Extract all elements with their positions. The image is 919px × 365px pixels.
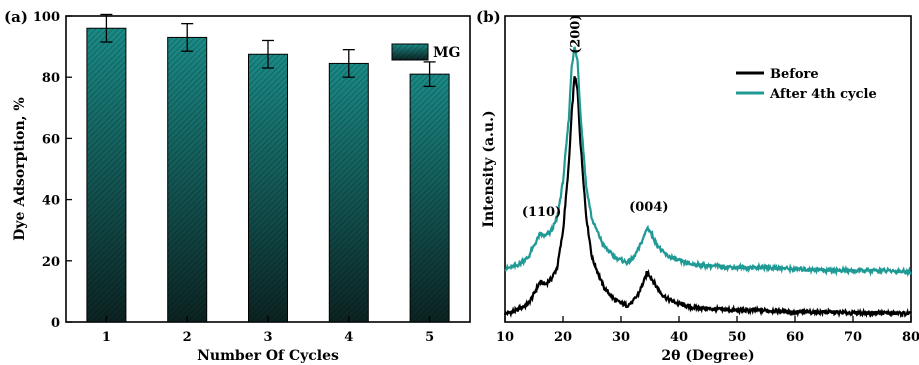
y-tick-label: 40 [42, 194, 60, 209]
panel-a-bars [86, 13, 450, 323]
peak-annotation: (110) [522, 205, 561, 220]
x-tick-label: 1 [102, 330, 111, 345]
panel-a-x-ticks: 1 2 3 4 5 [102, 316, 434, 345]
x-tick-label: 2 [183, 330, 192, 345]
peak-annotation: (004) [629, 200, 668, 215]
legend-label-before: Before [770, 67, 819, 82]
panel-b-x-axis-label: 2θ (Degree) [661, 348, 754, 364]
x-tick-label: 50 [728, 330, 746, 345]
panel-b-line-chart: (b) 10 20 30 40 50 60 70 80 (110) (200) (004) 2θ … [476, 8, 919, 364]
legend-label-after-4th-cycle: After 4th cycle [769, 87, 877, 102]
x-tick-label: 30 [612, 330, 630, 345]
panel-a-x-axis-label: Number Of Cycles [197, 348, 339, 364]
series-after-4th-cycle-line [504, 46, 912, 278]
x-tick-label: 10 [496, 330, 514, 345]
bar-hatch [248, 54, 288, 322]
panel-b-x-ticks: 10 20 30 40 50 60 70 80 [496, 316, 919, 345]
y-tick-label: 80 [42, 71, 60, 86]
y-tick-label: 100 [33, 10, 60, 25]
y-tick-label: 60 [42, 132, 60, 147]
bar-hatch [329, 63, 369, 323]
panel-b-annotations: (110) (200) (004) [522, 14, 669, 220]
x-tick-label: 70 [844, 330, 862, 345]
legend-swatch-mg-hatch [392, 44, 428, 60]
x-tick-label: 3 [263, 330, 272, 345]
y-tick-label: 20 [42, 255, 60, 270]
panel-b-plot-frame [504, 15, 912, 323]
panel-a-label: (a) [4, 8, 28, 26]
y-tick-label: 0 [51, 316, 60, 331]
x-tick-label: 5 [425, 330, 434, 345]
panel-a-y-axis-label: Dye Adsorption, % [12, 97, 28, 240]
bar-hatch [167, 37, 207, 323]
bar-hatch [410, 74, 450, 322]
panel-b-y-axis-label: Intensity (a.u.) [481, 110, 497, 227]
legend-label-mg: MG [433, 45, 460, 61]
panel-a-legend: MG [391, 43, 460, 61]
panel-a-y-ticks: 0 20 40 60 80 100 [33, 10, 72, 331]
series-before-line [503, 76, 912, 319]
bar-hatch [86, 28, 126, 323]
peak-annotation: (200) [569, 14, 584, 53]
x-tick-label: 60 [786, 330, 804, 345]
x-tick-label: 80 [902, 330, 919, 345]
x-tick-label: 40 [670, 330, 688, 345]
x-tick-label: 20 [554, 330, 572, 345]
x-tick-label: 4 [344, 330, 353, 345]
panel-b-legend: Before After 4th cycle [736, 67, 877, 102]
panel-b-label: (b) [476, 8, 501, 26]
